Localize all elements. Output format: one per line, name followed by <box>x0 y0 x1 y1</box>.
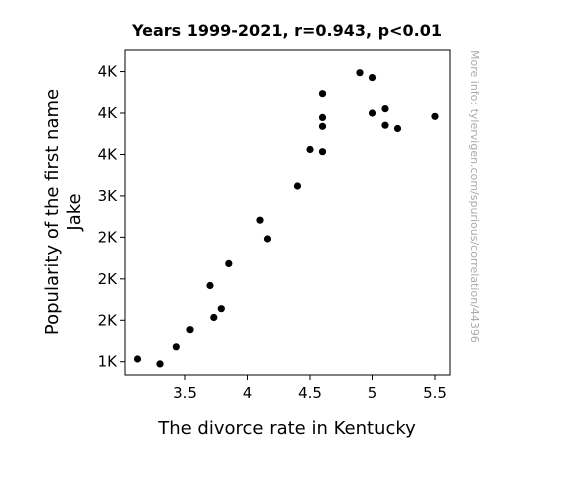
x-axis-label: The divorce rate in Kentucky <box>157 418 416 439</box>
y-axis-ticks: 1K 2K 2K 2K 3K 4K 4K 4K <box>98 63 125 371</box>
y-tick-label-7: 4K <box>98 104 119 122</box>
data-point-3 <box>172 343 180 351</box>
plot-frame <box>124 49 451 376</box>
data-point-7 <box>217 305 225 313</box>
data-point-16 <box>318 90 327 98</box>
y-tick-label-1: 1K <box>98 353 119 371</box>
data-point-9 <box>256 216 264 224</box>
data-point-11 <box>293 182 302 190</box>
data-point-21 <box>381 121 389 129</box>
data-point-2 <box>156 360 164 368</box>
data-point-6 <box>210 313 218 322</box>
chart-title: Years 1999-2021, r=0.943, p<0.01 <box>131 21 442 40</box>
x-tick-label-4: 5 <box>368 384 378 402</box>
data-point-8 <box>225 259 233 267</box>
x-tick-label-3: 4.5 <box>298 384 322 402</box>
y-tick-label-6: 4K <box>98 145 119 163</box>
data-point-4 <box>186 326 194 334</box>
data-point-10 <box>263 235 272 243</box>
y-axis-label-line-2: Jake <box>64 193 85 231</box>
x-axis-ticks: 3.5 4 4.5 5 5.5 <box>173 375 447 402</box>
data-points <box>133 69 439 368</box>
data-point-15 <box>318 113 327 121</box>
y-tick-label-8: 4K <box>98 63 119 81</box>
y-tick-label-5: 3K <box>98 187 119 205</box>
y-axis-label-line-1: Popularity of the first name <box>42 89 63 335</box>
data-point-13 <box>318 148 327 156</box>
y-tick-label-3: 2K <box>98 270 119 288</box>
x-tick-label-1: 3.5 <box>173 384 197 402</box>
x-tick-label-2: 4 <box>243 384 253 402</box>
data-point-14 <box>318 122 327 130</box>
data-point-1 <box>133 355 142 363</box>
data-point-23 <box>431 112 439 120</box>
data-point-12 <box>306 145 314 154</box>
data-point-20 <box>381 105 389 113</box>
data-point-17 <box>356 69 364 77</box>
y-tick-label-2: 2K <box>98 311 119 329</box>
x-tick-label-5: 5.5 <box>423 384 447 402</box>
data-point-5 <box>206 281 214 290</box>
data-point-18 <box>368 74 377 82</box>
data-point-19 <box>368 109 377 117</box>
data-point-22 <box>393 124 402 133</box>
watermark-text: More info: tylervigen.com/spurious/corre… <box>468 50 481 343</box>
y-tick-label-4: 2K <box>98 228 119 246</box>
